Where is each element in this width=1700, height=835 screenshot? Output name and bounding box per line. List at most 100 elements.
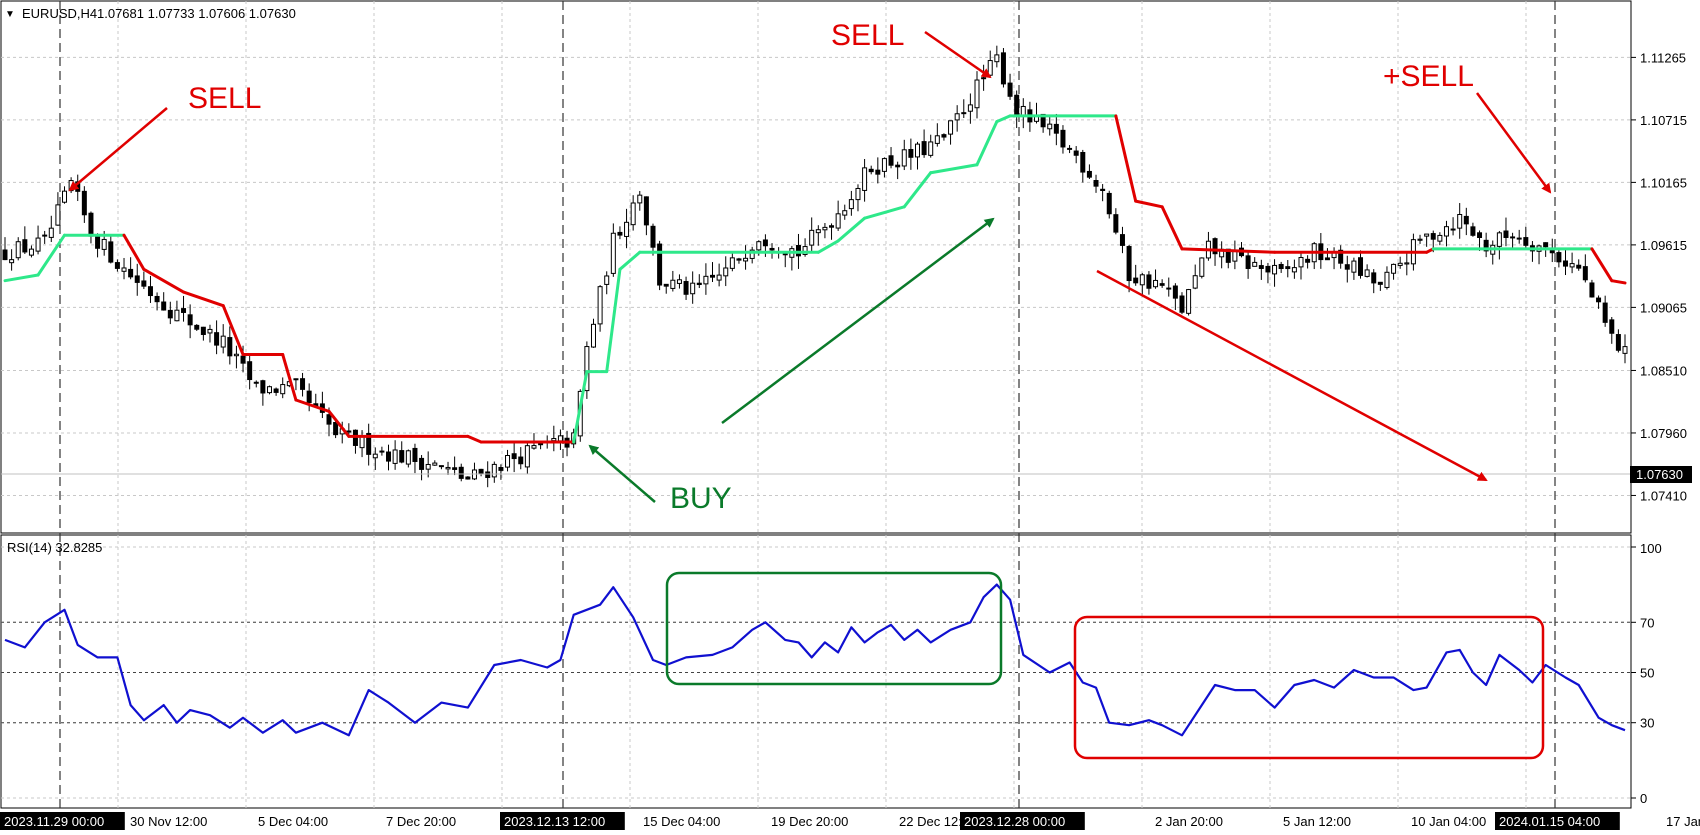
candle-body <box>1615 334 1621 351</box>
candle-body <box>1119 234 1125 246</box>
candle-body <box>974 79 980 109</box>
candle-body <box>1596 297 1602 303</box>
candle-body <box>1014 94 1020 116</box>
candle-body <box>1404 262 1410 265</box>
candle-body <box>1324 257 1330 261</box>
candle-body <box>412 447 418 462</box>
consolidation-box-green <box>665 571 1003 686</box>
candle-body <box>465 476 471 480</box>
candle-body <box>1562 260 1568 267</box>
candle-body <box>419 457 425 470</box>
time-tick-label: 10 Jan 04:00 <box>1411 814 1486 829</box>
candle-body <box>1007 82 1013 97</box>
price-tick-label: 1.10165 <box>1640 175 1687 190</box>
candle-body <box>683 281 689 295</box>
candle-body <box>815 229 821 234</box>
candle-body <box>1582 266 1588 281</box>
candle-body <box>1437 234 1443 242</box>
trend-segment <box>294 398 331 413</box>
trend-segment <box>995 114 1012 124</box>
candle-body <box>505 455 511 468</box>
candle-body <box>868 168 874 173</box>
time-tick-label: 2 Jan 20:00 <box>1155 814 1223 829</box>
candle-body <box>1166 287 1172 290</box>
candle-body <box>1100 188 1106 191</box>
candle-body <box>888 155 894 166</box>
candle-body <box>855 187 861 201</box>
trend-segment <box>816 239 840 254</box>
time-tick-label: 30 Nov 12:00 <box>130 814 207 829</box>
price-axis: 1.07410 1.07960 1.08510 1.09065 1.09615 1.101… <box>1631 50 1687 503</box>
candle-body <box>835 213 841 229</box>
candle-body <box>266 386 272 394</box>
candle-body <box>1305 258 1311 263</box>
candle-body <box>624 221 630 237</box>
candle-body <box>1265 265 1271 273</box>
candle-body <box>1384 271 1390 288</box>
candle-body <box>716 274 722 281</box>
candle-body <box>379 450 385 453</box>
candle-body <box>1430 233 1436 240</box>
time-highlight-badge <box>960 812 1085 830</box>
trend-line-series <box>3 114 1627 444</box>
price-tick-label: 1.09065 <box>1640 300 1687 315</box>
candle-body <box>551 438 557 442</box>
candle-body <box>1391 263 1397 274</box>
trend-segment <box>182 290 225 308</box>
candle-body <box>948 120 954 135</box>
candle-body <box>1602 302 1608 323</box>
candle-body <box>62 190 68 203</box>
candle-body <box>1047 123 1053 130</box>
candle-body <box>617 231 623 236</box>
candle-body <box>141 280 147 287</box>
time-highlight-badge <box>500 812 625 830</box>
rsi-tick-label: 50 <box>1640 666 1654 681</box>
candle-body <box>194 324 200 330</box>
candle-body <box>392 449 398 464</box>
rsi-header: RSI(14) 32.8285 <box>7 540 102 555</box>
candle-body <box>326 414 332 425</box>
candle-body <box>1285 266 1291 270</box>
candle-body <box>1278 263 1284 270</box>
candle-body <box>1113 214 1119 233</box>
time-tick-label: 19 Dec 20:00 <box>771 814 848 829</box>
rsi-tick-label: 100 <box>1640 541 1662 556</box>
trend-segment <box>36 233 67 277</box>
candle-body <box>1126 246 1132 282</box>
candle-body <box>1146 274 1152 289</box>
candle-body <box>227 337 233 357</box>
candle-body <box>1477 232 1483 238</box>
candle-body <box>1344 264 1350 270</box>
candle-body <box>1139 274 1145 286</box>
candle-body <box>637 194 643 204</box>
candle-body <box>1589 282 1595 298</box>
candle-body <box>690 282 696 295</box>
candle-body <box>829 225 835 228</box>
sell-arrow-2 <box>924 30 992 79</box>
candle-body <box>28 248 34 256</box>
time-tick-label: 17 Jan <box>1666 814 1700 829</box>
candle-body <box>214 332 220 346</box>
price-tick-label: 1.08510 <box>1640 363 1687 378</box>
candle-body <box>147 286 153 297</box>
candle-body <box>908 148 914 158</box>
consolidation-box-red <box>1073 615 1545 760</box>
candle-body <box>604 275 610 285</box>
candle-body <box>1351 260 1357 273</box>
candle-body <box>55 204 61 226</box>
rsi-pane[interactable] <box>0 534 1632 809</box>
dropdown-arrow-icon[interactable]: ▼ <box>5 9 15 20</box>
trend-segment <box>836 216 867 243</box>
price-tick-label: 1.10715 <box>1640 113 1687 128</box>
candle-body <box>399 450 405 463</box>
candle-body <box>333 421 339 436</box>
candle-body <box>1569 263 1575 268</box>
time-highlight-label: 2024.01.15 04:00 <box>1499 814 1600 829</box>
trend-segment <box>1160 205 1184 251</box>
candle-body <box>676 279 682 284</box>
trend-segment <box>466 434 483 444</box>
candle-body <box>1172 285 1178 299</box>
candle-body <box>121 267 127 272</box>
candle-body <box>1093 180 1099 187</box>
symbol-title: EURUSD,H4 <box>22 6 97 21</box>
